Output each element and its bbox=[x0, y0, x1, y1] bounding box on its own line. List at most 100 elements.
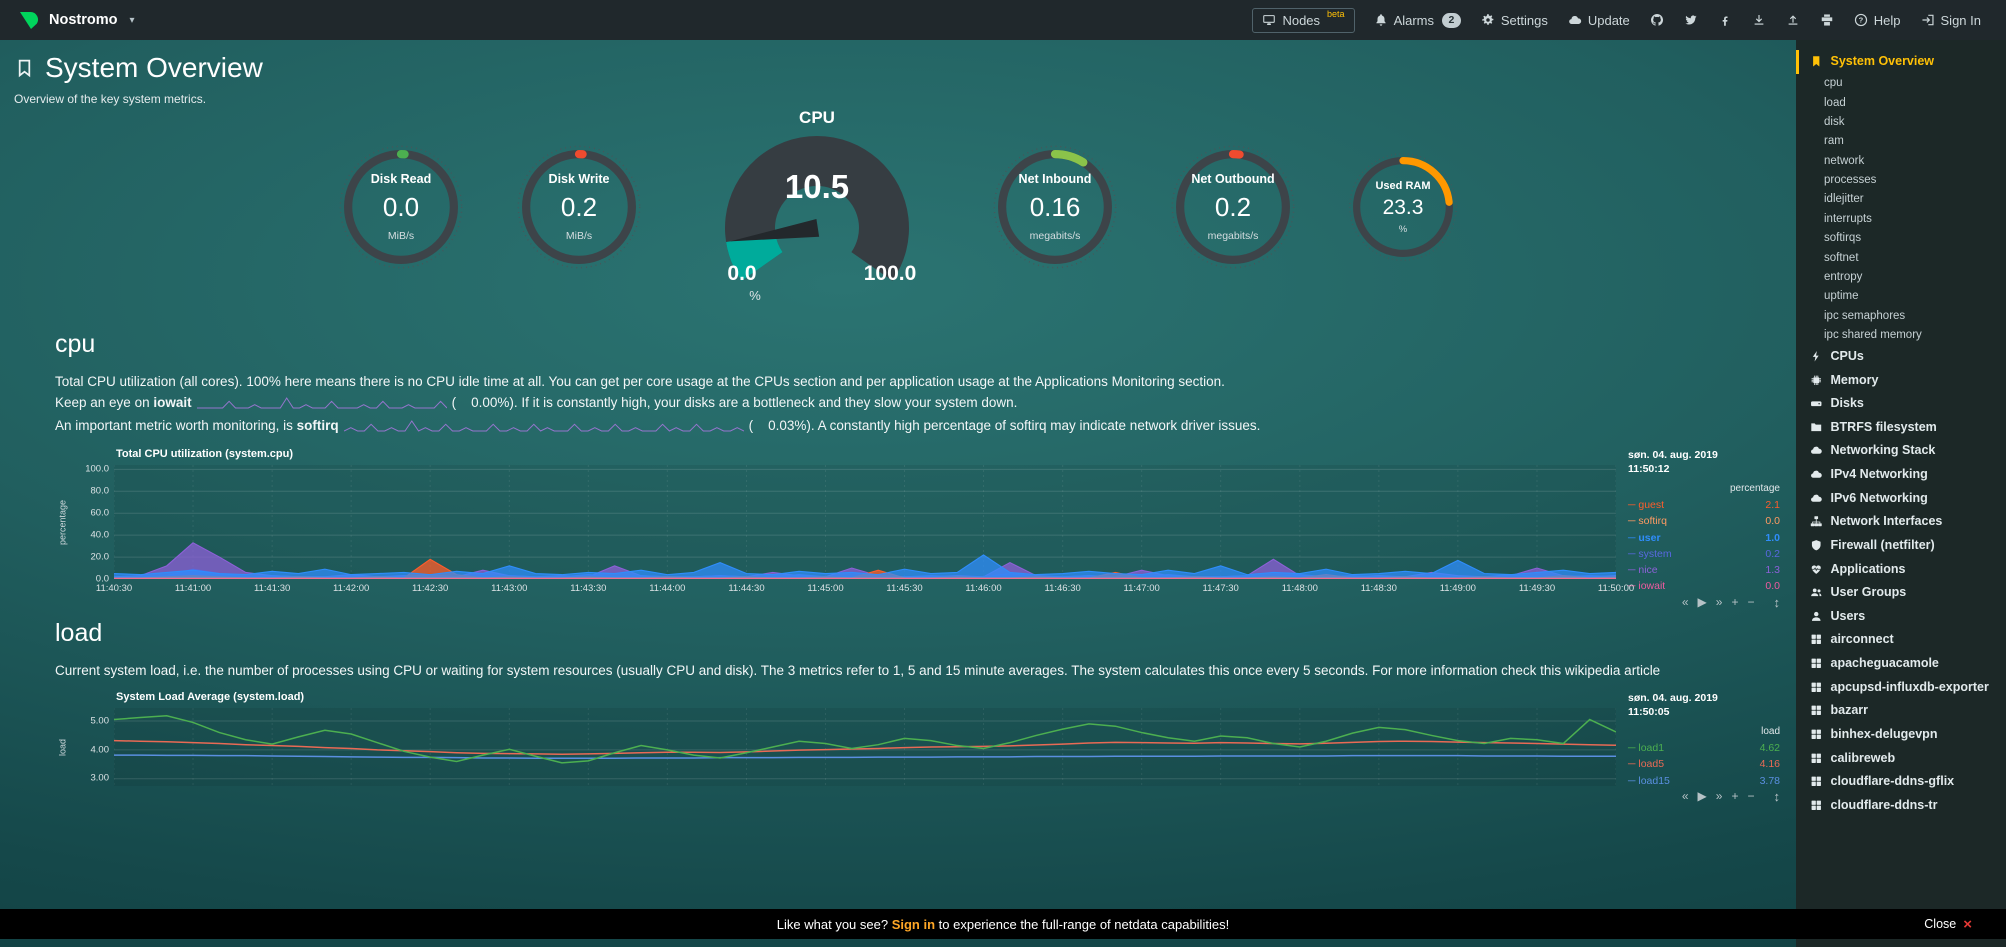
gauge-net-outbound[interactable]: Net Outbound 0.2 megabits/s bbox=[1168, 142, 1298, 272]
sidebar-item-firewall-netfilter[interactable]: Firewall (netfilter) bbox=[1796, 534, 2006, 558]
legend-date: søn. 04. aug. 2019 bbox=[1628, 691, 1718, 704]
sidebar-item-network-interfaces[interactable]: Network Interfaces bbox=[1796, 510, 2006, 534]
sidebar-item-ipc-semaphores[interactable]: ipc semaphores bbox=[1796, 306, 2006, 325]
close-signin-bar-button[interactable]: Close × bbox=[1924, 917, 1972, 932]
gauge-ring bbox=[339, 145, 463, 269]
zoom-in-button[interactable]: + bbox=[1731, 789, 1739, 804]
signin-link[interactable]: Sign in bbox=[891, 916, 936, 932]
gauge-cpu[interactable]: CPU 10.5 0.0 100.0% bbox=[692, 108, 942, 306]
sidebar-item-softirqs[interactable]: softirqs bbox=[1796, 229, 2006, 248]
sidebar-item-label: Memory bbox=[1830, 372, 1879, 387]
legend-user[interactable]: ─ user 1.0 bbox=[1628, 530, 1780, 546]
legend-guest[interactable]: ─ guest 2.1 bbox=[1628, 497, 1780, 513]
sidebar-item-load[interactable]: load bbox=[1796, 93, 2006, 112]
sidebar-item-disk[interactable]: disk bbox=[1796, 112, 2006, 131]
zoom-out-button[interactable]: − bbox=[1747, 789, 1755, 804]
legend-nice[interactable]: ─ nice 1.3 bbox=[1628, 562, 1780, 578]
sidebar-item-calibreweb[interactable]: calibreweb bbox=[1796, 747, 2006, 771]
sidebar-item-disks[interactable]: Disks bbox=[1796, 392, 2006, 416]
topbar-signin-button[interactable]: Sign In bbox=[1912, 8, 1990, 33]
sidebar-item-interrupts[interactable]: interrupts bbox=[1796, 209, 2006, 228]
zoom-out-button[interactable]: − bbox=[1747, 595, 1755, 610]
pan-forward-button[interactable]: » bbox=[1715, 789, 1723, 804]
sidebar-item-softnet[interactable]: softnet bbox=[1796, 248, 2006, 267]
topbar-alarms-button[interactable]: Alarms 2 bbox=[1365, 8, 1470, 33]
grid-icon bbox=[1810, 704, 1823, 717]
sidebar-item-apcupsd-influxdb-exporter[interactable]: apcupsd-influxdb-exporter bbox=[1796, 676, 2006, 700]
sidebar-item-cpus[interactable]: CPUs bbox=[1796, 345, 2006, 369]
legend-value: 4.62 bbox=[1759, 742, 1780, 755]
sidebar-item-cloudflare-ddns-gflix[interactable]: cloudflare-ddns-gflix bbox=[1796, 770, 2006, 794]
gauge-net-inbound[interactable]: Net Inbound 0.16 megabits/s bbox=[990, 142, 1120, 272]
legend-load5[interactable]: ─ load5 4.16 bbox=[1628, 756, 1780, 772]
topbar-github-button[interactable] bbox=[1641, 8, 1673, 32]
sidebar-item-bazarr[interactable]: bazarr bbox=[1796, 699, 2006, 723]
gauge-disk-write[interactable]: Disk Write 0.2 MiB/s bbox=[514, 142, 644, 272]
gauge-unit: MiB/s bbox=[387, 230, 415, 242]
zoom-in-button[interactable]: + bbox=[1731, 595, 1739, 610]
gauge-ring bbox=[1349, 153, 1457, 261]
topbar-nodes-button[interactable]: Nodes beta bbox=[1252, 7, 1355, 33]
legend-load1[interactable]: ─ load1 4.62 bbox=[1628, 740, 1780, 756]
gauge-value: 0.0 bbox=[382, 192, 420, 222]
sidebar-item-users[interactable]: Users bbox=[1796, 605, 2006, 629]
topbar-help-button[interactable]: ? Help bbox=[1845, 8, 1910, 33]
pan-backward-button[interactable]: « bbox=[1681, 789, 1689, 804]
sidebar-item-btrfs-filesystem[interactable]: BTRFS filesystem bbox=[1796, 416, 2006, 440]
iowait-term: iowait bbox=[153, 394, 192, 410]
legend-iowait[interactable]: ─ iowait 0.0 bbox=[1628, 578, 1780, 594]
sidebar-item-cloudflare-ddns-tr[interactable]: cloudflare-ddns-tr bbox=[1796, 794, 2006, 818]
chart-load: load 5.00 4.00 3.00 System Load Average (sys… bbox=[55, 691, 1781, 804]
sidebar-item-apacheguacamole[interactable]: apacheguacamole bbox=[1796, 652, 2006, 676]
users-icon bbox=[1810, 586, 1823, 599]
chart-plot-area[interactable] bbox=[114, 464, 1616, 579]
gauge-used-ram[interactable]: Used RAM 23.3% bbox=[1346, 150, 1460, 264]
hdd-icon bbox=[1810, 397, 1823, 410]
sidebar-item-entropy[interactable]: entropy bbox=[1796, 267, 2006, 286]
sidebar-item-applications[interactable]: Applications bbox=[1796, 558, 2006, 582]
resize-handle[interactable]: ↕ bbox=[1773, 594, 1781, 610]
sidebar-item-idlejitter[interactable]: idlejitter bbox=[1796, 190, 2006, 209]
legend-softirq[interactable]: ─ softirq 0.0 bbox=[1628, 513, 1780, 529]
close-icon: × bbox=[1963, 915, 1972, 933]
sidebar-item-processes[interactable]: processes bbox=[1796, 171, 2006, 190]
topbar-twitter-button[interactable] bbox=[1675, 8, 1707, 32]
sidebar-item-airconnect[interactable]: airconnect bbox=[1796, 628, 2006, 652]
sidebar-item-binhex-delugevpn[interactable]: binhex-delugevpn bbox=[1796, 723, 2006, 747]
topbar-print-button[interactable] bbox=[1811, 8, 1843, 32]
play-button[interactable]: ▶ bbox=[1697, 789, 1707, 804]
gauge-disk-read[interactable]: Disk Read 0.0 MiB/s bbox=[336, 142, 466, 272]
sidebar-item-system-overview[interactable]: System Overview bbox=[1796, 50, 2006, 74]
play-button[interactable]: ▶ bbox=[1697, 595, 1707, 610]
close-label: Close bbox=[1924, 917, 1957, 931]
legend-system[interactable]: ─ system 0.2 bbox=[1628, 546, 1780, 562]
sidebar-item-cpu[interactable]: cpu bbox=[1796, 74, 2006, 93]
sidebar-item-ram[interactable]: ram bbox=[1796, 132, 2006, 151]
sidebar-item-ipc-shared-memory[interactable]: ipc shared memory bbox=[1796, 326, 2006, 345]
pan-forward-button[interactable]: » bbox=[1715, 595, 1723, 610]
brand-menu[interactable]: Nostromo ▾ bbox=[16, 8, 135, 32]
sidebar-item-ipv4-networking[interactable]: IPv4 Networking bbox=[1796, 463, 2006, 487]
topbar-export-button[interactable] bbox=[1743, 8, 1775, 32]
resize-handle[interactable]: ↕ bbox=[1773, 788, 1781, 804]
sidebar-item-memory[interactable]: Memory bbox=[1796, 369, 2006, 393]
topbar-update-button[interactable]: Update bbox=[1559, 8, 1639, 33]
legend-name: ─ load1 bbox=[1628, 742, 1665, 755]
sidebar-item-networking-stack[interactable]: Networking Stack bbox=[1796, 439, 2006, 463]
legend-value: 0.0 bbox=[1765, 580, 1780, 593]
legend-load15[interactable]: ─ load15 3.78 bbox=[1628, 773, 1780, 789]
sidebar-item-label: uptime bbox=[1824, 290, 1859, 303]
chart-plot-area[interactable] bbox=[114, 707, 1616, 786]
topbar-import-button[interactable] bbox=[1777, 8, 1809, 32]
y-axis-label: load bbox=[57, 738, 68, 756]
sidebar-item-uptime[interactable]: uptime bbox=[1796, 287, 2006, 306]
sidebar-item-network[interactable]: network bbox=[1796, 151, 2006, 170]
sidebar-item-ipv6-networking[interactable]: IPv6 Networking bbox=[1796, 487, 2006, 511]
pan-backward-button[interactable]: « bbox=[1681, 595, 1689, 610]
topbar-settings-button[interactable]: Settings bbox=[1472, 8, 1557, 33]
x-tick: 11:43:30 bbox=[570, 582, 607, 594]
x-axis: 11:40:30 11:41:00 11:41:30 11:42:00 11:42:30… bbox=[96, 579, 1634, 595]
legend-name: ─ system bbox=[1628, 547, 1672, 560]
topbar-facebook-button[interactable] bbox=[1709, 8, 1741, 32]
sidebar-item-user-groups[interactable]: User Groups bbox=[1796, 581, 2006, 605]
